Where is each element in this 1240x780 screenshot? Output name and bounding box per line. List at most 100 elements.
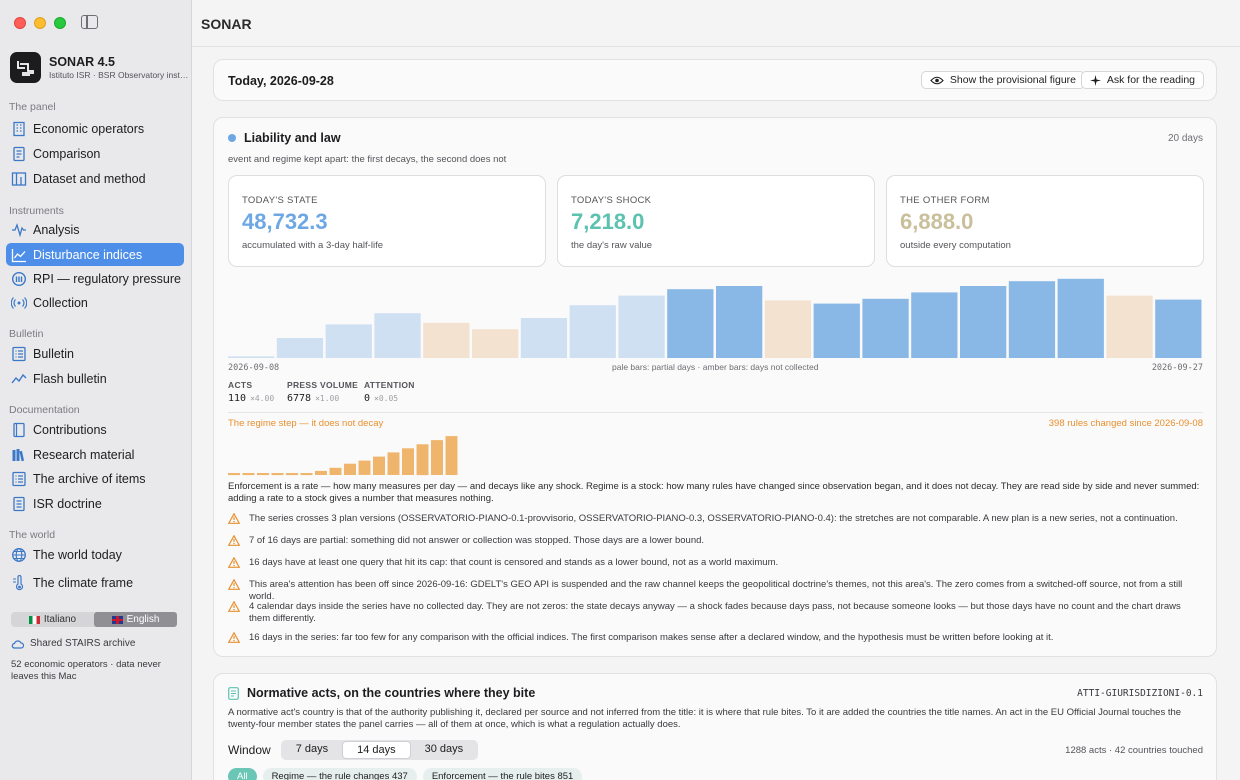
warning-text: 16 days have at least one query that hit… [249, 557, 779, 568]
chip-regime[interactable]: Regime — the rule changes 437 [262, 768, 417, 780]
app-header: SONAR 4.5 Istituto ISR · BSR Observatory… [10, 52, 189, 83]
state-bar [374, 313, 421, 358]
state-bar [520, 318, 568, 358]
state-bar [1057, 278, 1104, 358]
regime-bar [257, 473, 269, 476]
sidebar-item-label: Economic operators [33, 121, 145, 136]
window-label: Window [228, 743, 271, 757]
globe-icon [11, 547, 27, 563]
sidebar-footnote: 52 economic operators · data never leave… [11, 659, 161, 682]
document-icon [11, 146, 27, 162]
doc-icon [11, 496, 27, 512]
sidebar-section-heading: Bulletin [9, 328, 44, 340]
columns-icon [11, 171, 27, 187]
state-bar [1008, 281, 1056, 358]
minimize-window-button[interactable] [34, 17, 46, 29]
chip-all[interactable]: All [228, 768, 257, 780]
filter-chips: All Regime — the rule changes 437 Enforc… [228, 768, 583, 780]
liability-card: Liability and law 20 days event and regi… [213, 117, 1217, 657]
sidebar-item-disturbance-indices[interactable]: Disturbance indices [6, 243, 184, 266]
stat-value: 48,732.3 [242, 209, 328, 234]
state-bar [569, 305, 616, 358]
regime-step-chart [228, 436, 458, 476]
gauge-icon [11, 271, 27, 287]
zoom-window-button[interactable] [54, 17, 66, 29]
warning-item: The series crosses 3 plan versions (OSSE… [228, 513, 1203, 525]
state-bar [667, 289, 714, 358]
chart-caption: pale bars: partial days · amber bars: da… [612, 362, 819, 372]
today-card: Today, 2026-09-28 Show the provisional f… [213, 59, 1217, 101]
chip-enforcement[interactable]: Enforcement — the rule bites 851 [422, 768, 583, 780]
sidebar-item-flash-bulletin[interactable]: Flash bulletin [6, 367, 184, 390]
metric-attention: ATTENTION 0 ×0.05 [364, 380, 415, 404]
language-italian[interactable]: Italiano [11, 612, 94, 627]
sidebar-section-heading: The world [9, 529, 56, 541]
sidebar-item-label: Analysis [33, 222, 80, 237]
close-window-button[interactable] [14, 17, 26, 29]
metric-acts: ACTS 110 ×4.00 [228, 380, 274, 404]
books-icon [11, 447, 27, 463]
sidebar-item-contributions[interactable]: Contributions [6, 418, 184, 441]
sidebar-item-collection[interactable]: Collection [6, 291, 184, 314]
sidebar-item-comparison[interactable]: Comparison [6, 142, 184, 165]
normative-title: Normative acts, on the countries where t… [247, 686, 536, 700]
sidebar-item-the-climate-frame[interactable]: The climate frame [6, 571, 184, 594]
sidebar-toggle-icon[interactable] [81, 15, 98, 29]
button-label: Ask for the reading [1106, 74, 1195, 86]
stat-note: accumulated with a 3-day half-life [242, 240, 383, 251]
ask-reading-button[interactable]: Ask for the reading [1080, 71, 1204, 89]
regime-summary: 398 rules changed since 2026-09-08 [1048, 418, 1203, 429]
regime-bar [431, 440, 443, 475]
metric-label: ATTENTION [364, 380, 415, 390]
sparkle-icon [1089, 74, 1101, 86]
normative-card: Normative acts, on the countries where t… [213, 673, 1217, 780]
series-dot-icon [228, 134, 236, 142]
sidebar-item-research-material[interactable]: Research material [6, 443, 184, 466]
sidebar-item-the-archive-of-items[interactable]: The archive of items [6, 467, 184, 490]
metric-weight: ×1.00 [315, 394, 340, 403]
sidebar-item-label: The climate frame [33, 575, 134, 590]
regime-title: The regime step — it does not decay [228, 418, 384, 429]
sidebar-item-label: Disturbance indices [33, 247, 143, 262]
regime-bar [402, 448, 414, 475]
metric-value: 110 [228, 393, 247, 404]
normative-code: ATTI-GIURISDIZIONI-0.1 [1077, 688, 1203, 699]
state-bar [618, 295, 665, 358]
show-provisional-button[interactable]: Show the provisional figure [920, 71, 1085, 89]
sidebar-item-label: Contributions [33, 422, 107, 437]
warning-text: This area's attention has been off since… [249, 579, 1183, 602]
sidebar-item-economic-operators[interactable]: Economic operators [6, 117, 184, 140]
sidebar-item-isr-doctrine[interactable]: ISR doctrine [6, 492, 184, 515]
metric-label: ACTS [228, 380, 253, 390]
language-english[interactable]: English [94, 612, 177, 627]
sidebar-item-bulletin[interactable]: Bulletin [6, 342, 184, 365]
explanation-paragraph: Enforcement is a rate — how many measure… [228, 481, 1200, 504]
window-14-days[interactable]: 14 days [342, 741, 411, 759]
sidebar-item-label: Comparison [33, 146, 101, 161]
acts-count: 1288 acts · 42 countries touched [1065, 745, 1203, 756]
sidebar-item-dataset-and-method[interactable]: Dataset and method [6, 167, 184, 190]
metric-label: PRESS VOLUME [287, 380, 359, 390]
trend-icon [11, 371, 27, 387]
shared-archive-link[interactable]: Shared STAIRS archive [11, 638, 135, 649]
window-controls [14, 17, 66, 29]
metric-press-volume: PRESS VOLUME 6778 ×1.00 [287, 380, 358, 404]
sidebar-section-heading: Instruments [9, 205, 64, 217]
window-7-days[interactable]: 7 days [295, 743, 329, 755]
warning-text: 4 calendar days inside the series have n… [249, 601, 1181, 624]
state-bar [764, 300, 812, 358]
warning-text: 16 days in the series: far too few for a… [249, 632, 1054, 643]
metric-weight: ×4.00 [250, 394, 275, 403]
state-bar [423, 322, 470, 358]
sidebar-item-the-world-today[interactable]: The world today [6, 543, 184, 566]
stat-value: 7,218.0 [571, 209, 645, 234]
warning-triangle-icon [228, 601, 240, 612]
sidebar: SONAR 4.5 Istituto ISR · BSR Observatory… [0, 0, 192, 780]
italy-flag-icon [28, 615, 40, 624]
sidebar-item-rpi-regulatory-pressure[interactable]: RPI — regulatory pressure [6, 267, 184, 290]
sidebar-item-analysis[interactable]: Analysis [6, 218, 184, 241]
window-30-days[interactable]: 30 days [424, 743, 464, 755]
line-chart-icon [11, 247, 27, 263]
regime-bar [416, 444, 429, 476]
metric-weight: ×0.05 [374, 394, 399, 403]
